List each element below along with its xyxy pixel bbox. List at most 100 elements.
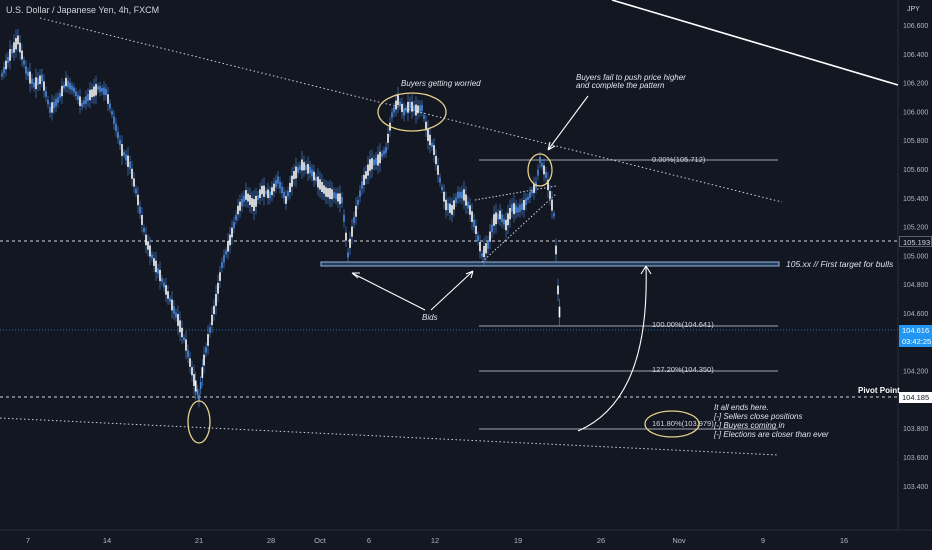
candle-body [551, 199, 553, 211]
bids-arrow-right[interactable] [430, 270, 474, 311]
lower-trendline[interactable] [0, 417, 779, 456]
candle-body [451, 205, 453, 215]
candle-body [327, 188, 329, 198]
level-105193-tag: 105.193 [899, 236, 932, 247]
candle-body [107, 94, 109, 104]
candle-body [525, 198, 527, 206]
pattern-top-ellipse[interactable] [527, 153, 553, 187]
candle-body [187, 350, 189, 358]
candle-body [111, 111, 113, 115]
candle-body [461, 191, 463, 199]
candle-body [363, 174, 365, 185]
time-tick-label: 9 [761, 536, 765, 545]
candle-body [151, 254, 153, 259]
bids-arrow-left[interactable] [351, 272, 426, 311]
candle-body [93, 86, 95, 97]
candle-body [273, 183, 275, 192]
candle-body [501, 214, 503, 222]
candle-body [267, 189, 269, 199]
candle-body [119, 139, 121, 146]
candle-body [81, 103, 83, 107]
candle-body [255, 195, 257, 207]
candle-body [95, 84, 97, 96]
candle-body [425, 121, 427, 131]
candle-body [261, 185, 263, 195]
candle-body [161, 278, 163, 282]
candle-body [415, 104, 417, 116]
candle-body [143, 228, 145, 232]
candle-body [85, 96, 87, 104]
wedge-lower-line[interactable] [481, 193, 557, 263]
candle-body [533, 183, 535, 193]
candle-body [375, 157, 377, 165]
candle-body [329, 188, 331, 199]
candle-body [307, 164, 309, 174]
candle-body [281, 186, 283, 193]
candlestick-series [1, 28, 561, 408]
low-ellipse[interactable] [187, 400, 211, 444]
candle-body [275, 180, 277, 188]
candle-body [463, 189, 465, 201]
time-axis[interactable]: 7 14 21 28 Oct 6 12 19 26 Nov 9 16 [26, 536, 848, 545]
candle-body [515, 205, 517, 213]
candle-body [481, 253, 483, 257]
time-tick-label: Oct [314, 536, 327, 545]
solid-trendline[interactable] [611, 0, 899, 86]
candle-body [211, 314, 213, 326]
candle-body [63, 84, 65, 89]
candle-body [349, 238, 351, 248]
candle-body [423, 115, 425, 119]
candle-body [29, 71, 31, 84]
candle-body [159, 269, 161, 282]
candle-body [127, 155, 129, 167]
candle-body [447, 203, 449, 211]
candle-body [357, 200, 359, 205]
candle-body [13, 42, 15, 53]
candle-body [139, 206, 141, 214]
candle-body [165, 285, 167, 295]
candle-body [519, 204, 521, 212]
ends-label-4: [-] Elections are closer than ever [714, 430, 829, 439]
candle-body [145, 234, 147, 246]
buyers-fail-label-1: Buyers fail to push price higher [576, 73, 686, 82]
arrow-to-pattern-top[interactable] [547, 95, 589, 151]
candle-body [393, 107, 395, 113]
candle-body [491, 224, 493, 233]
candle-body [381, 153, 383, 157]
upper-trendline[interactable] [39, 17, 783, 203]
candle-body [117, 131, 119, 139]
candle-body [397, 94, 399, 106]
candle-body [109, 103, 111, 109]
candle-body [11, 48, 13, 54]
curved-target-arrow[interactable] [577, 265, 652, 432]
buyers-worried-ellipse[interactable] [377, 92, 447, 132]
candle-body [537, 169, 539, 176]
wedge-upper-line[interactable] [474, 185, 557, 201]
candle-body [335, 193, 337, 200]
candle-body [413, 105, 415, 112]
candle-body [25, 66, 27, 74]
candle-body [181, 327, 183, 338]
fib-161-ellipse[interactable] [644, 410, 700, 438]
candle-body [3, 66, 5, 74]
candle-body [231, 227, 233, 238]
candle-body [385, 147, 387, 153]
time-tick-label: 26 [597, 536, 605, 545]
candle-body [91, 89, 93, 98]
candle-body [395, 100, 397, 110]
candle-body [319, 179, 321, 190]
candle-body [73, 87, 75, 93]
candle-body [371, 158, 373, 170]
candle-body [369, 159, 371, 171]
price-tick-label: 105.800 [903, 138, 928, 145]
candle-body [77, 95, 79, 100]
candle-body [407, 101, 409, 113]
target-zone-rect[interactable] [320, 261, 780, 267]
candle-body [239, 201, 241, 211]
candle-body [196, 389, 199, 395]
candle-body [99, 86, 101, 92]
price-axis[interactable]: 106.600 106.400 106.200 106.000 105.800 105.6… [903, 23, 928, 491]
candle-body [457, 191, 459, 199]
candle-body [411, 101, 413, 112]
